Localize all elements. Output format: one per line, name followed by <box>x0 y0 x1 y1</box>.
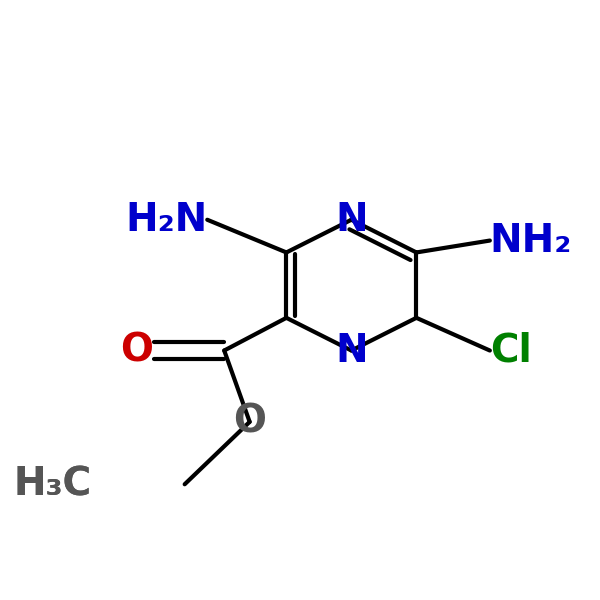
Text: NH₂: NH₂ <box>490 221 572 260</box>
Text: O: O <box>233 403 266 441</box>
Text: H₂N: H₂N <box>125 201 207 239</box>
Text: Cl: Cl <box>490 332 532 370</box>
Text: O: O <box>121 332 154 370</box>
Text: H₃C: H₃C <box>13 465 91 503</box>
Text: N: N <box>335 332 368 370</box>
Text: N: N <box>335 201 368 239</box>
Text: H₃C: H₃C <box>13 465 91 503</box>
